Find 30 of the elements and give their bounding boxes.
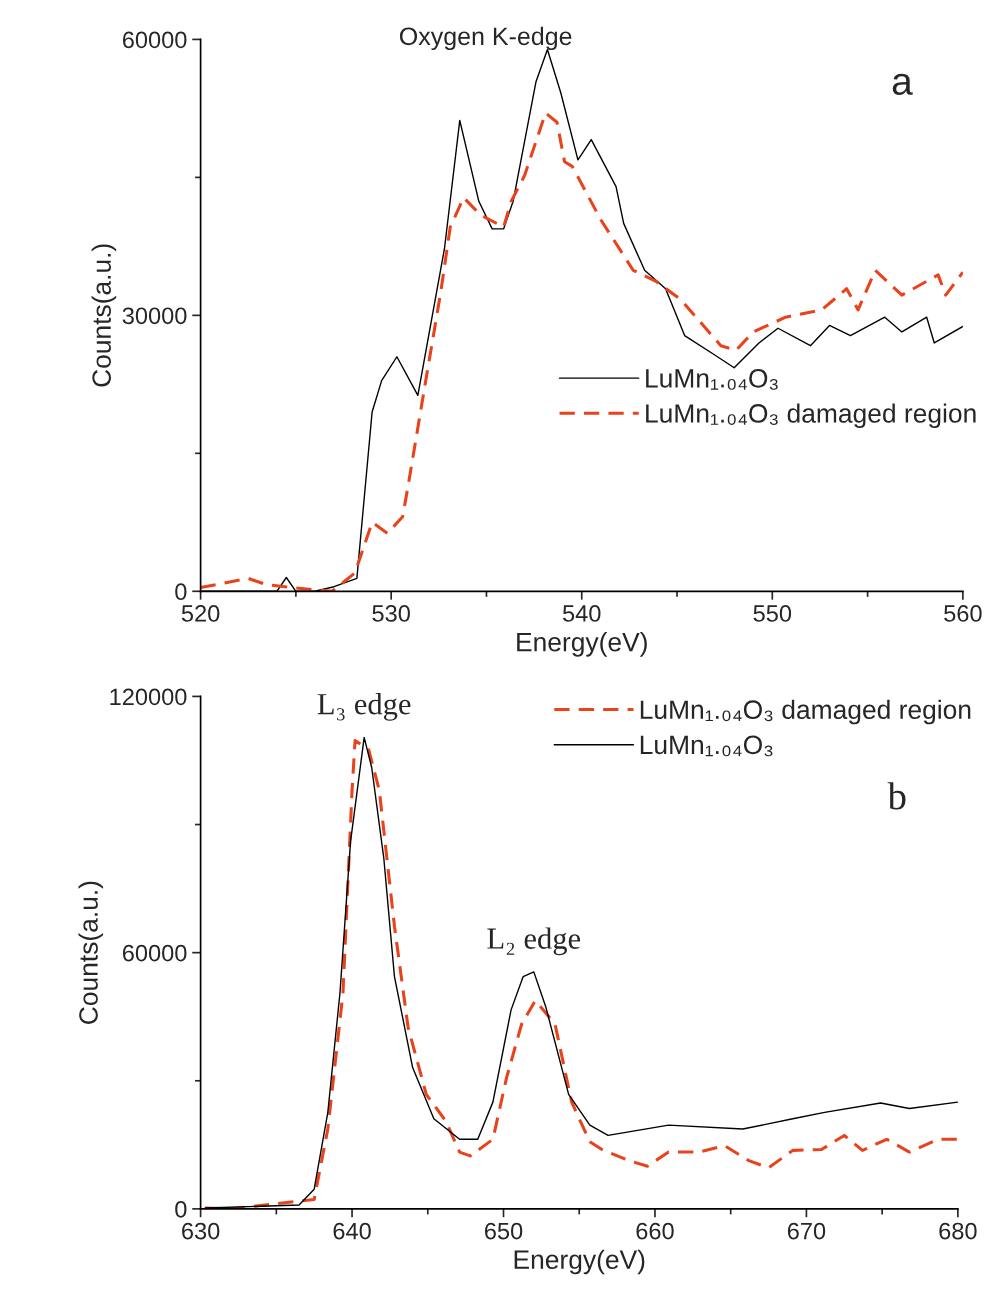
x-tick-label: 530: [372, 605, 410, 622]
x-tick-label: 660: [636, 1222, 674, 1240]
y-axis-title: Counts(a.u.): [78, 881, 104, 1024]
annotation: L₃ edge: [317, 692, 411, 721]
x-axis-title: Energy(eV): [514, 1249, 645, 1275]
x-tick-label: 650: [485, 1222, 523, 1240]
x-tick-label: 550: [753, 605, 792, 622]
y-tick-label: 30000: [122, 307, 187, 325]
annotation: b: [887, 782, 906, 810]
y-tick-label: 0: [175, 1200, 187, 1218]
legend-label: LuMn₁.₀₄O₃: [640, 735, 773, 757]
y-axis-title: Counts(a.u.): [91, 244, 117, 387]
y-tick-label: 120000: [110, 688, 187, 706]
x-tick-label: 520: [181, 605, 220, 622]
y-tick-label: 60000: [122, 944, 187, 962]
chart-title: Oxygen K-edge: [399, 26, 572, 51]
y-tick-label: 0: [175, 583, 187, 601]
legend-label: LuMn₁.₀₄O₃ damaged region: [640, 699, 971, 725]
x-tick-label: 680: [939, 1222, 977, 1240]
legend-label: LuMn₁.₀₄O₃: [646, 368, 778, 390]
legend-label: LuMn₁.₀₄O₃ damaged region: [646, 403, 976, 429]
x-tick-label: 560: [944, 605, 982, 622]
x-tick-label: 640: [333, 1222, 371, 1240]
annotation: L₂ edge: [487, 927, 581, 956]
x-tick-label: 630: [182, 1222, 220, 1240]
x-axis-title: Energy(eV): [517, 632, 647, 657]
x-tick-label: 670: [787, 1222, 826, 1240]
x-tick-label: 540: [562, 605, 601, 622]
annotation: a: [892, 73, 913, 95]
y-tick-label: 60000: [122, 31, 187, 49]
